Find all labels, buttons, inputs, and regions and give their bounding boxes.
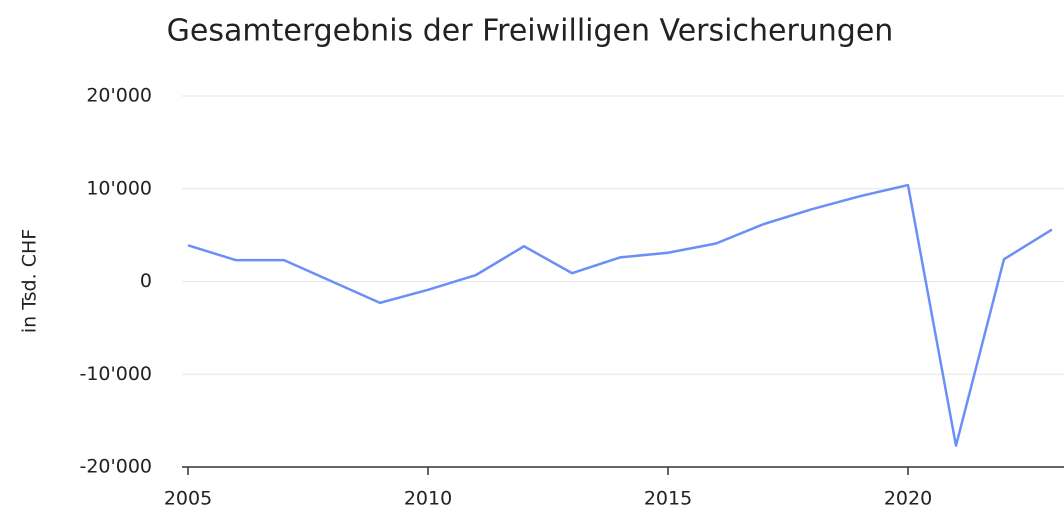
data-line <box>187 183 1053 447</box>
y-axis-label: in Tsd. CHF <box>19 229 41 333</box>
y-tick-label: 0 <box>140 270 152 292</box>
y-tick-label: 20'000 <box>86 85 152 107</box>
x-tick-label: 2005 <box>164 488 212 510</box>
x-tick-label: 2010 <box>404 488 452 510</box>
chart-title: Gesamtergebnis der Freiwilligen Versiche… <box>167 14 894 49</box>
y-tick-label: 10'000 <box>86 177 152 199</box>
x-tick-label: 2020 <box>884 488 932 510</box>
y-tick-label: -20'000 <box>79 456 152 478</box>
y-tick-label: -10'000 <box>79 363 152 385</box>
x-tick-label: 2015 <box>644 488 692 510</box>
